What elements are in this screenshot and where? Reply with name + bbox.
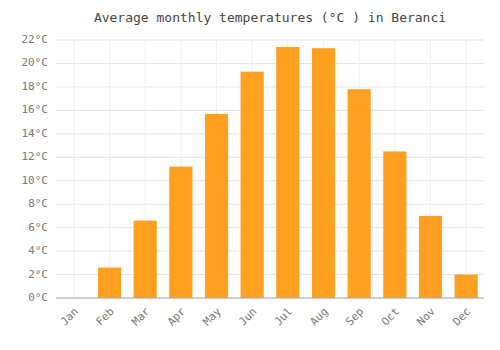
y-grid-line [56,110,484,111]
y-tick-label: 8°C [28,197,48,210]
x-tick-label: Oct [379,305,402,328]
chart-svg: 0°C 2°C 4°C 6°C 8°C 10°C 12°C 14°C 16°C 18°C 20°C 2… [0,0,500,350]
bar [134,221,157,298]
x-tick-label: Jan [58,305,81,328]
x-tick-label: Feb [93,305,116,328]
y-tick-label: 20°C [22,56,49,69]
x-tick-label: May [200,305,224,329]
y-tick-label: 12°C [22,150,49,163]
grid [56,40,484,298]
chart-container: 0°C 2°C 4°C 6°C 8°C 10°C 12°C 14°C 16°C 18°C 20°C 2… [0,0,500,350]
y-grid-line [56,86,484,87]
bar [241,72,264,298]
y-tick-label: 10°C [22,174,49,187]
x-tick-label: Mar [129,305,153,329]
y-tick-label: 16°C [22,103,49,116]
y-tick-label: 22°C [22,33,49,46]
y-tick-label: 14°C [22,127,49,140]
bar [276,47,299,298]
x-tick-label: Aug [307,305,330,328]
bar [455,275,478,298]
bar [312,48,335,298]
bars [98,47,478,298]
y-grid-line [56,204,484,205]
y-grid-line [56,298,484,299]
x-axis: Jan Feb Mar Apr May Jun Jul Aug Sep Oct Nov Dec [58,305,474,329]
x-grid-line [73,40,74,298]
x-tick-label: Apr [165,305,189,329]
bar [205,114,228,298]
y-grid-line [56,63,484,64]
x-tick-label: Sep [343,305,366,328]
y-tick-label: 0°C [28,291,48,304]
y-axis: 0°C 2°C 4°C 6°C 8°C 10°C 12°C 14°C 16°C 18°C 20°C 2… [22,33,49,304]
bar [383,151,406,298]
y-grid-line [56,40,484,41]
y-tick-label: 4°C [28,244,48,257]
x-tick-label: Jul [272,305,295,328]
x-grid-line [109,40,110,298]
y-tick-label: 18°C [22,80,49,93]
y-tick-label: 2°C [28,268,48,281]
y-grid-line [56,157,484,158]
title: Average monthly temperatures (°C ) in Be… [94,10,446,25]
bar [419,216,442,298]
bar [169,167,192,298]
y-grid-line [56,180,484,181]
x-axis-line [56,298,484,299]
y-tick-label: 6°C [28,221,48,234]
x-tick-label: Dec [450,305,473,328]
bar [98,268,121,298]
y-grid-line [56,133,484,134]
x-tick-label: Nov [414,305,438,329]
x-grid-line [466,40,467,298]
bar [348,89,371,298]
x-tick-label: Jun [236,305,259,328]
